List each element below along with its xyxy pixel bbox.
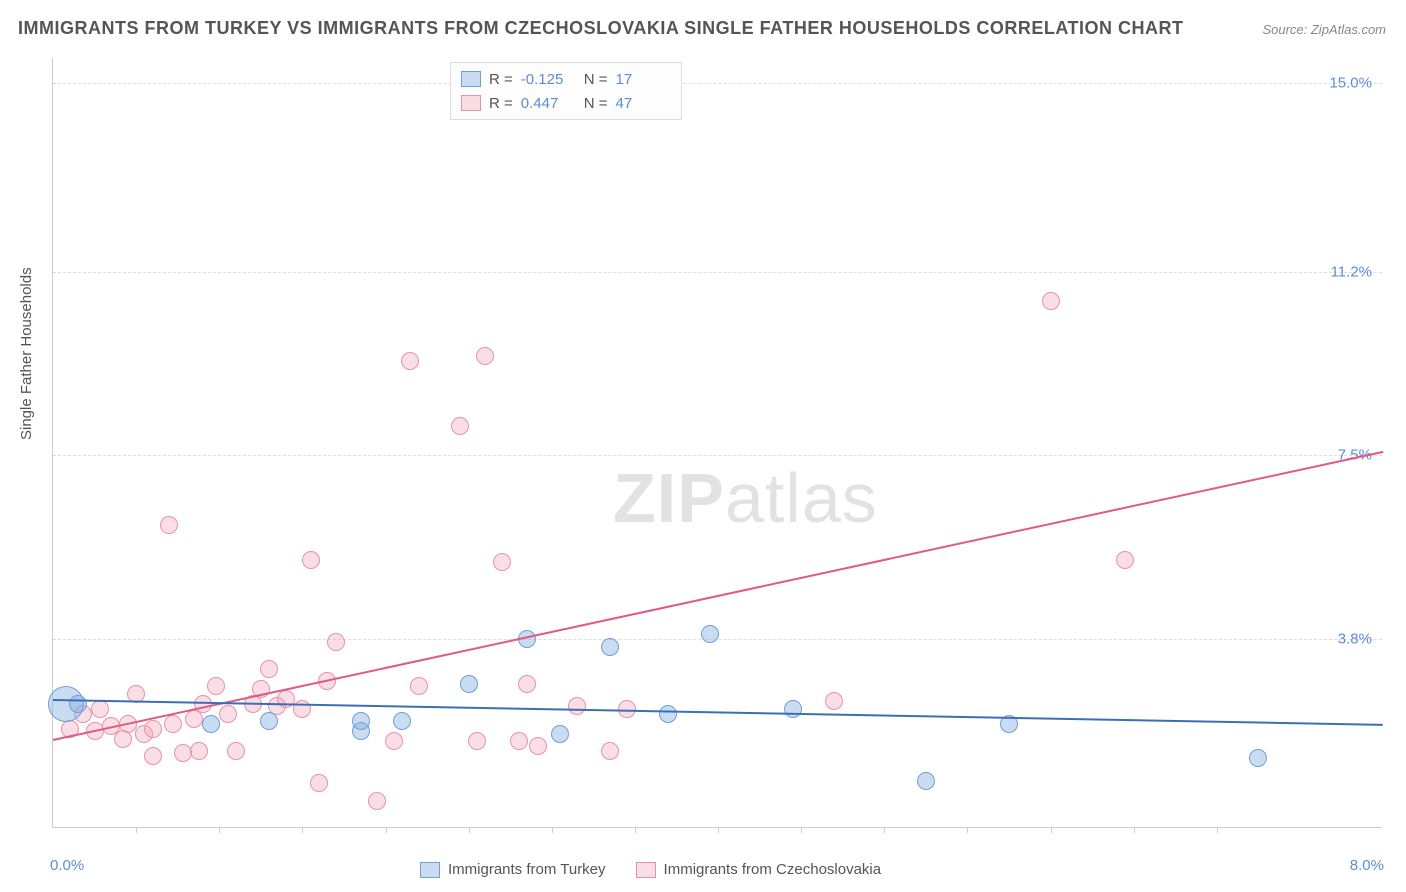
x-tick — [219, 827, 220, 833]
scatter-point-blue — [69, 695, 87, 713]
scatter-point-blue — [917, 772, 935, 790]
legend-r-value: -0.125 — [521, 71, 576, 88]
legend-swatch-pink — [461, 95, 481, 111]
legend-n-label: N = — [584, 71, 608, 88]
scatter-point-pink — [310, 774, 328, 792]
x-tick — [718, 827, 719, 833]
scatter-point-pink — [91, 700, 109, 718]
x-tick — [884, 827, 885, 833]
plot-area: ZIPatlas 3.8%7.5%11.2%15.0% — [52, 58, 1382, 828]
scatter-point-pink — [368, 792, 386, 810]
scatter-point-blue — [784, 700, 802, 718]
x-tick — [801, 827, 802, 833]
x-axis-max-label: 8.0% — [1350, 857, 1384, 874]
scatter-point-blue — [352, 712, 370, 730]
x-tick — [469, 827, 470, 833]
scatter-point-pink — [160, 516, 178, 534]
legend-swatch-blue — [420, 862, 440, 878]
legend-swatch-blue — [461, 71, 481, 87]
x-axis-min-label: 0.0% — [50, 857, 84, 874]
legend-r-label: R = — [489, 71, 513, 88]
scatter-point-blue — [551, 725, 569, 743]
x-tick — [1051, 827, 1052, 833]
x-tick — [386, 827, 387, 833]
scatter-point-pink — [401, 352, 419, 370]
scatter-point-pink — [410, 677, 428, 695]
legend-item: Immigrants from Turkey — [420, 861, 606, 878]
scatter-point-pink — [144, 720, 162, 738]
legend-swatch-pink — [636, 862, 656, 878]
watermark: ZIPatlas — [613, 458, 878, 538]
legend-item-label: Immigrants from Czechoslovakia — [664, 861, 882, 878]
x-tick — [967, 827, 968, 833]
scatter-point-pink — [219, 705, 237, 723]
scatter-point-blue — [601, 638, 619, 656]
legend-correlation-row: R = -0.125 N = 17 — [461, 67, 671, 91]
x-tick — [1217, 827, 1218, 833]
chart-container: IMMIGRANTS FROM TURKEY VS IMMIGRANTS FRO… — [0, 0, 1406, 892]
chart-title: IMMIGRANTS FROM TURKEY VS IMMIGRANTS FRO… — [18, 18, 1184, 39]
scatter-point-pink — [1042, 292, 1060, 310]
scatter-point-pink — [518, 675, 536, 693]
grid-line — [53, 83, 1382, 84]
legend-correlation: R = -0.125 N = 17 R = 0.447 N = 47 — [450, 62, 682, 120]
y-tick-label: 3.8% — [1338, 631, 1372, 648]
legend-correlation-row: R = 0.447 N = 47 — [461, 91, 671, 115]
scatter-point-pink — [568, 697, 586, 715]
legend-n-value: 47 — [616, 95, 671, 112]
scatter-point-pink — [385, 732, 403, 750]
scatter-point-pink — [601, 742, 619, 760]
scatter-point-pink — [476, 347, 494, 365]
scatter-point-pink — [825, 692, 843, 710]
scatter-point-pink — [510, 732, 528, 750]
legend-item: Immigrants from Czechoslovakia — [636, 861, 882, 878]
legend-n-label: N = — [584, 95, 608, 112]
y-tick-label: 11.2% — [1331, 263, 1372, 280]
scatter-point-blue — [460, 675, 478, 693]
y-axis-label: Single Father Households — [18, 267, 35, 440]
legend-item-label: Immigrants from Turkey — [448, 861, 606, 878]
scatter-point-blue — [659, 705, 677, 723]
x-tick — [302, 827, 303, 833]
grid-line — [53, 455, 1382, 456]
scatter-point-pink — [451, 417, 469, 435]
x-tick — [552, 827, 553, 833]
scatter-point-blue — [1249, 749, 1267, 767]
scatter-point-pink — [164, 715, 182, 733]
scatter-point-pink — [302, 551, 320, 569]
legend-r-value: 0.447 — [521, 95, 576, 112]
scatter-point-pink — [493, 553, 511, 571]
scatter-point-blue — [701, 625, 719, 643]
scatter-point-blue — [393, 712, 411, 730]
scatter-point-blue — [260, 712, 278, 730]
y-tick-label: 15.0% — [1329, 74, 1372, 91]
x-tick — [635, 827, 636, 833]
legend-series: Immigrants from Turkey Immigrants from Cz… — [420, 861, 881, 878]
scatter-point-blue — [202, 715, 220, 733]
scatter-point-pink — [260, 660, 278, 678]
scatter-point-pink — [468, 732, 486, 750]
scatter-point-pink — [293, 700, 311, 718]
watermark-atlas: atlas — [725, 459, 878, 537]
scatter-point-pink — [227, 742, 245, 760]
scatter-point-pink — [1116, 551, 1134, 569]
scatter-point-pink — [529, 737, 547, 755]
scatter-point-pink — [190, 742, 208, 760]
scatter-point-pink — [144, 747, 162, 765]
legend-r-label: R = — [489, 95, 513, 112]
grid-line — [53, 272, 1382, 273]
grid-line — [53, 639, 1382, 640]
watermark-zip: ZIP — [613, 459, 725, 537]
x-tick — [136, 827, 137, 833]
scatter-point-pink — [207, 677, 225, 695]
scatter-point-pink — [174, 744, 192, 762]
source-citation: Source: ZipAtlas.com — [1262, 22, 1386, 37]
scatter-point-pink — [327, 633, 345, 651]
x-tick — [1134, 827, 1135, 833]
legend-n-value: 17 — [616, 71, 671, 88]
